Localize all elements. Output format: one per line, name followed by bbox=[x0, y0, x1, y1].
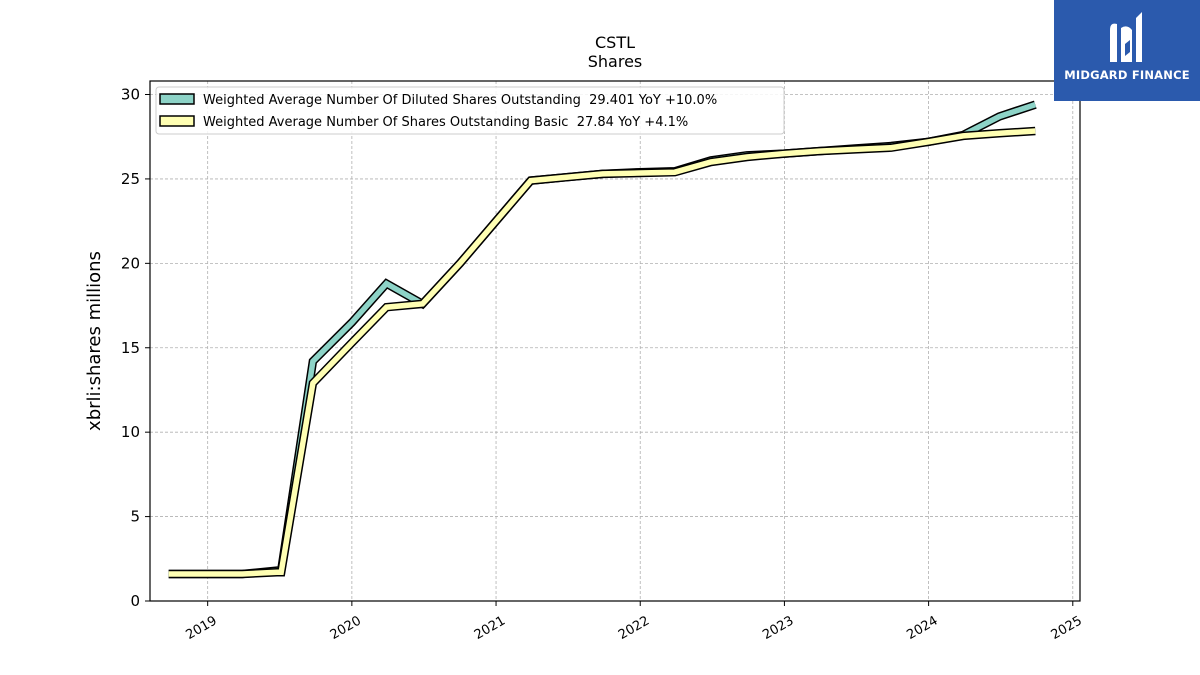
legend-swatch-basic bbox=[159, 115, 195, 127]
legend-box bbox=[155, 86, 785, 135]
x-tick-label: 2025 bbox=[1049, 613, 1085, 643]
plot-frame bbox=[149, 80, 1081, 602]
legend: Weighted Average Number Of Diluted Share… bbox=[155, 86, 785, 135]
x-tick-label: 2023 bbox=[760, 613, 796, 643]
series-1-outline bbox=[168, 126, 1036, 579]
x-tick-label: 2020 bbox=[328, 613, 364, 643]
chart-subtitle: Shares bbox=[588, 52, 643, 71]
x-tick-label: 2021 bbox=[472, 613, 508, 643]
x-tick-label: 2024 bbox=[904, 613, 940, 643]
y-tick-label: 0 bbox=[130, 592, 140, 610]
legend-label-basic: Weighted Average Number Of Shares Outsta… bbox=[203, 115, 688, 130]
legend-swatch-diluted bbox=[159, 93, 195, 105]
series-lines bbox=[168, 100, 1037, 579]
y-tick-label: 15 bbox=[121, 339, 140, 357]
y-tick-label: 5 bbox=[130, 508, 140, 526]
series-1-line bbox=[168, 128, 1036, 577]
legend-label-diluted: Weighted Average Number Of Diluted Share… bbox=[203, 93, 717, 108]
x-tick-label: 2022 bbox=[616, 613, 652, 643]
logo-mark-icon bbox=[1110, 12, 1142, 63]
y-tick-label: 25 bbox=[121, 170, 140, 188]
midgard-finance-logo: MIDGARD FINANCE bbox=[1054, 0, 1200, 101]
chart-title: CSTL bbox=[595, 33, 635, 52]
y-axis-label: xbrli:shares millions bbox=[84, 251, 105, 431]
y-tick-label: 20 bbox=[121, 254, 140, 272]
y-tick-label: 30 bbox=[121, 86, 140, 104]
logo-text: MIDGARD FINANCE bbox=[1064, 68, 1190, 82]
y-tick-label: 10 bbox=[121, 423, 140, 441]
x-tick-label: 2019 bbox=[184, 613, 220, 643]
